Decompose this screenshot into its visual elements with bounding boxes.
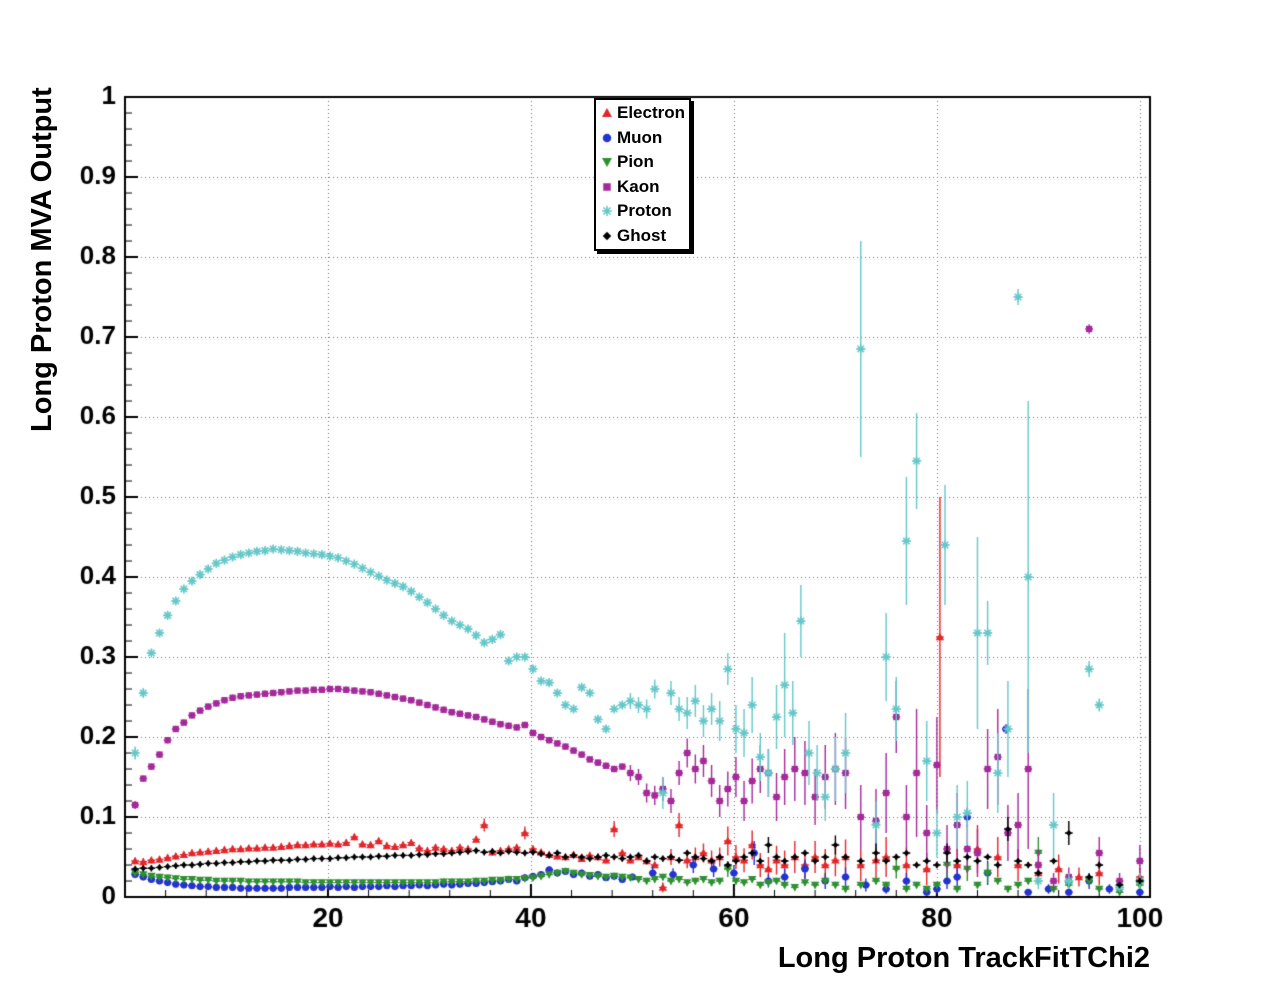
legend-label: Muon: [617, 127, 663, 147]
legend-label: Pion: [617, 152, 654, 172]
kaon-marker-icon: [599, 177, 615, 196]
legend-item-kaon: Kaon: [599, 175, 689, 200]
proton-marker-icon: [599, 202, 615, 221]
pion-marker-icon: [599, 153, 615, 172]
ghost-marker-icon: [599, 226, 615, 245]
y-axis-title: Long Proton MVA Output: [26, 87, 58, 432]
legend-item-pion: Pion: [599, 150, 689, 175]
legend: Electron Muon Pion Kaon Proton Ghost: [594, 98, 691, 251]
legend-item-proton: Proton: [599, 199, 689, 224]
muon-marker-icon: [599, 128, 615, 147]
electron-marker-icon: [599, 104, 615, 123]
legend-label: Ghost: [617, 225, 667, 245]
legend-label: Kaon: [617, 176, 660, 196]
legend-item-muon: Muon: [599, 126, 689, 151]
legend-item-electron: Electron: [599, 101, 689, 126]
legend-label: Proton: [617, 201, 672, 221]
x-axis-title: Long Proton TrackFitTChi2: [777, 942, 1150, 974]
legend-label: Electron: [617, 103, 686, 123]
legend-item-ghost: Ghost: [599, 224, 689, 249]
